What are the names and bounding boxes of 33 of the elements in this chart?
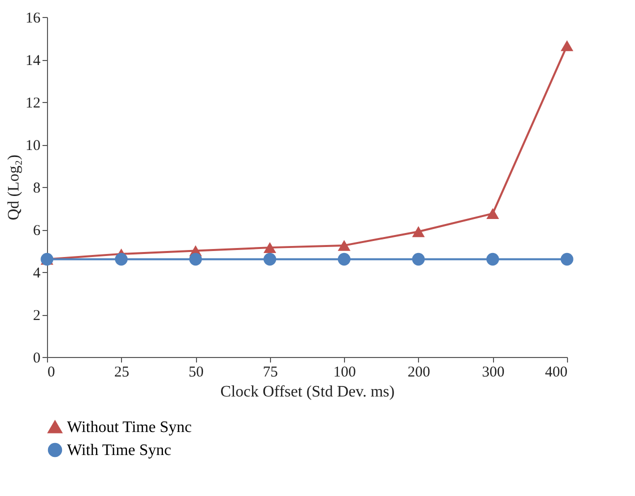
legend-label: Without Time Sync xyxy=(67,419,192,436)
legend-label: With Time Sync xyxy=(67,442,172,459)
x-tick-label: 200 xyxy=(408,364,430,380)
y-tick-label: 14 xyxy=(26,53,41,69)
point xyxy=(560,40,574,52)
point xyxy=(114,252,128,266)
x-tick-label: 75 xyxy=(262,364,278,380)
y-tick-label: 2 xyxy=(33,308,40,324)
x-tick-label: 100 xyxy=(333,364,356,380)
y-tick-label: 8 xyxy=(33,180,40,196)
point xyxy=(486,208,500,220)
x-tick-label: 0 xyxy=(48,364,55,380)
point xyxy=(338,252,350,266)
point xyxy=(189,252,202,266)
x-tick-label: 400 xyxy=(545,364,568,380)
point xyxy=(412,252,425,266)
y-axis-title: Qd (Log₂) xyxy=(6,154,22,220)
x-tick-label: 50 xyxy=(188,364,204,380)
point xyxy=(486,252,500,266)
point xyxy=(560,252,574,266)
point xyxy=(338,240,350,251)
y-tick-label: 16 xyxy=(26,10,41,26)
y-tick-label: 4 xyxy=(33,266,41,282)
x-tick-label: 300 xyxy=(482,364,504,380)
y-tick-label: 0 xyxy=(33,350,40,366)
point xyxy=(412,226,425,238)
point xyxy=(264,252,276,266)
x-tick-label: 25 xyxy=(114,364,130,380)
y-tick-label: 6 xyxy=(33,223,41,239)
y-tick-label: 12 xyxy=(26,96,40,112)
y-tick-label: 10 xyxy=(26,138,40,154)
point xyxy=(264,242,276,254)
x-axis-title: Clock Offset (Std Dev. ms) xyxy=(220,384,395,400)
